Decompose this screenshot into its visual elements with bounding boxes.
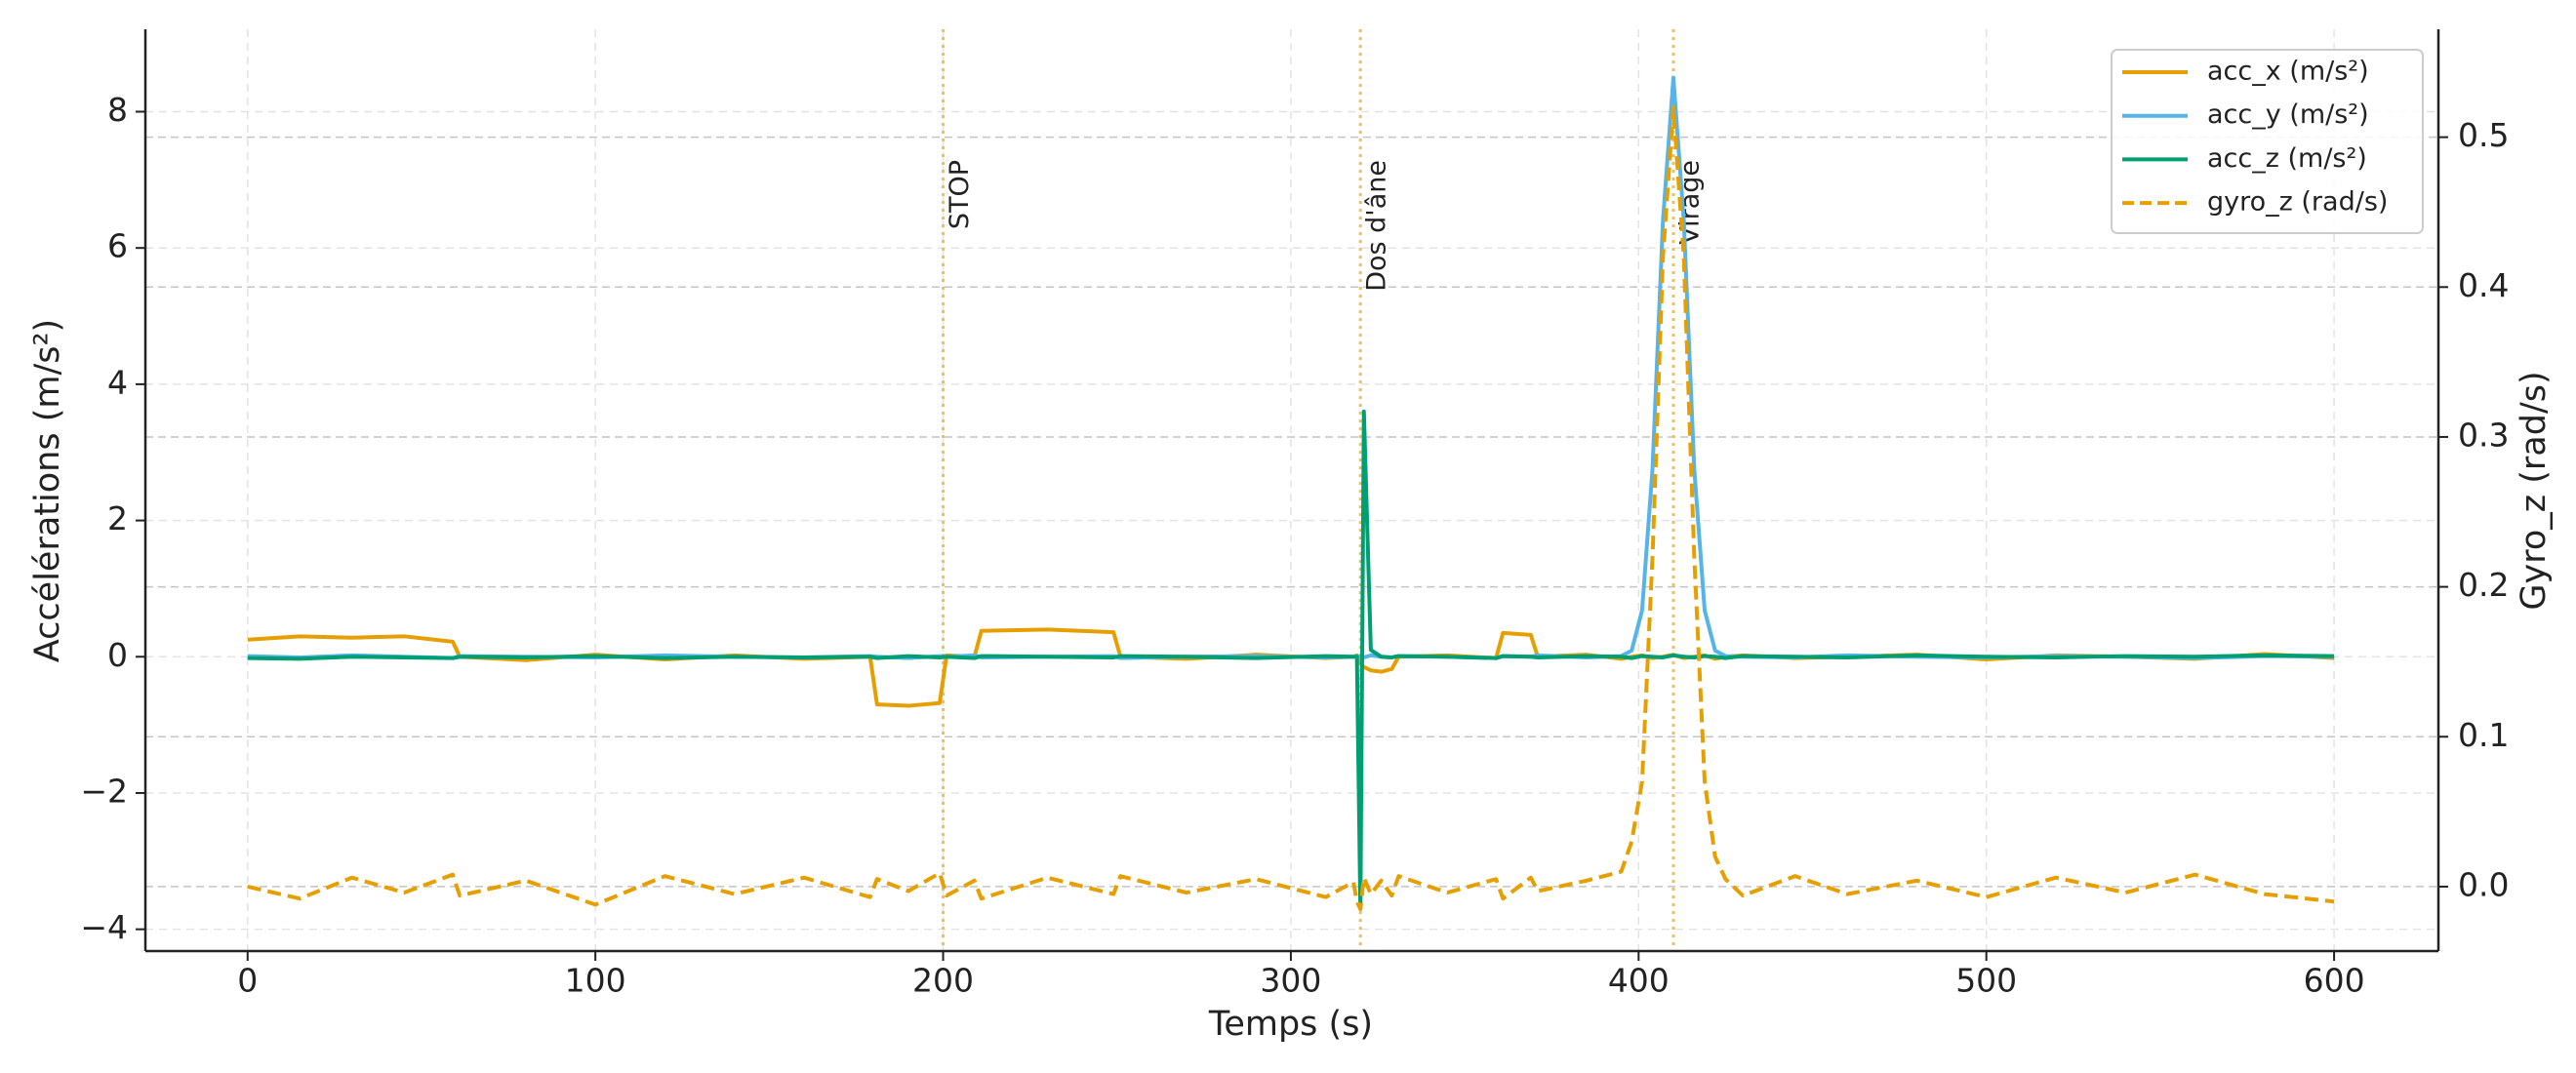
legend-label: acc_y (m/s²): [2207, 99, 2369, 130]
x-tick-label: 600: [2304, 962, 2365, 1000]
legend-label: acc_x (m/s²): [2207, 57, 2369, 87]
y2-tick-label: 0.0: [2458, 865, 2509, 903]
y2-axis-label: Gyro_z (rad/s): [2515, 371, 2554, 610]
y2-tick-label: 0.1: [2458, 716, 2509, 754]
y-tick-label: 0: [107, 636, 128, 674]
x-tick-label: 500: [1955, 962, 2017, 1000]
series-line: [247, 627, 2335, 708]
x-tick-label: 0: [237, 962, 258, 1000]
y2-tick-label: 0.5: [2458, 116, 2509, 154]
x-tick-label: 300: [1260, 962, 1321, 1000]
legend-label: acc_z (m/s²): [2207, 143, 2367, 174]
annotation-label: Dos d'âne: [1362, 160, 1392, 292]
x-tick-label: 100: [565, 962, 626, 1000]
x-tick-label: 200: [912, 962, 974, 1000]
y-tick-label: 2: [107, 499, 128, 537]
y-tick-label: 8: [107, 91, 128, 129]
legend-box: [2111, 49, 2424, 234]
series-line: [247, 75, 2335, 660]
y2-tick-label: 0.3: [2458, 416, 2509, 454]
legend-label: gyro_z (rad/s): [2207, 187, 2388, 218]
y-tick-label: −4: [80, 908, 128, 946]
series-line: [247, 104, 2335, 911]
x-tick-label: 400: [1608, 962, 1670, 1000]
y-tick-label: −2: [80, 772, 128, 810]
y-tick-label: 6: [107, 227, 128, 265]
y2-tick-label: 0.2: [2458, 566, 2509, 604]
annotation-label: STOP: [945, 160, 975, 229]
x-axis-label: Temps (s): [1208, 1005, 1373, 1044]
series-line: [247, 409, 2335, 911]
y2-tick-label: 0.4: [2458, 266, 2509, 304]
y-axis-label: Accélérations (m/s²): [28, 319, 67, 662]
y-tick-label: 4: [107, 363, 128, 401]
